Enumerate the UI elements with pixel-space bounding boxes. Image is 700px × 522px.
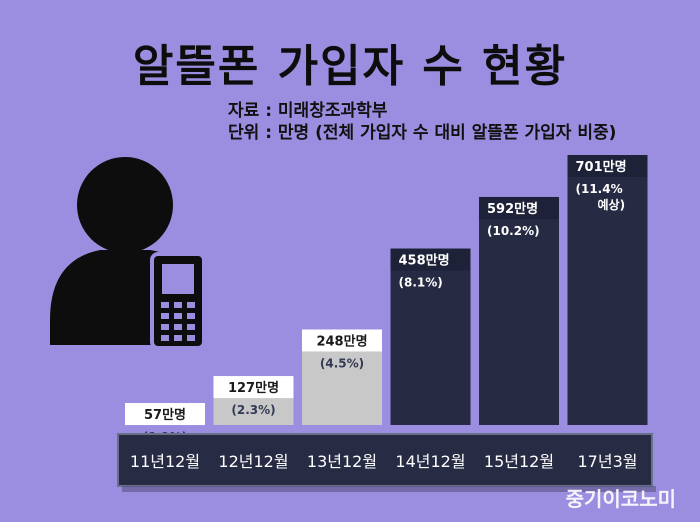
value-label: 57만명 <box>144 407 186 423</box>
share-label: (4.5%) <box>320 356 364 370</box>
value-label-box <box>125 403 205 426</box>
value-label: 701만명 <box>576 159 627 175</box>
bar-15년12월 <box>479 196 559 425</box>
share-label: (2.3%) <box>231 403 275 417</box>
category-label: 12년12월 <box>218 452 288 471</box>
category-band <box>117 433 653 487</box>
category-label: 11년12월 <box>130 452 200 471</box>
value-label-box <box>302 329 382 352</box>
unit-note: 단위 : 만명 (전체 가입자 수 대비 알뜰폰 가입자 비중) <box>228 123 617 143</box>
share-label-extra: 예상) <box>598 197 626 212</box>
category-label: 13년12월 <box>307 452 377 471</box>
share-label: (10.2%) <box>487 224 540 238</box>
person-with-phone-icon <box>50 157 206 350</box>
value-label-box <box>213 376 294 399</box>
value-label-box <box>479 196 559 219</box>
category-label: 14년12월 <box>395 452 465 471</box>
value-label: 127만명 <box>228 380 279 396</box>
share-label: (8.1%) <box>399 276 443 290</box>
value-label: 458만명 <box>399 253 450 269</box>
value-label-box <box>567 155 648 177</box>
value-label-box <box>390 248 471 271</box>
value-label: 248만명 <box>316 333 367 349</box>
source-note: 자료 : 미래창조과학부 <box>228 101 388 121</box>
page-title: 알뜰폰 가입자 수 현황 <box>132 41 568 92</box>
category-label: 15년12월 <box>484 452 554 471</box>
value-label: 592만명 <box>487 201 538 217</box>
watermark: 중기이코노미 <box>565 487 676 511</box>
bar-17년3월 <box>567 155 648 425</box>
share-label: (11.4% <box>576 182 623 196</box>
bar-14년12월 <box>390 248 471 425</box>
category-label: 17년3월 <box>578 452 638 471</box>
